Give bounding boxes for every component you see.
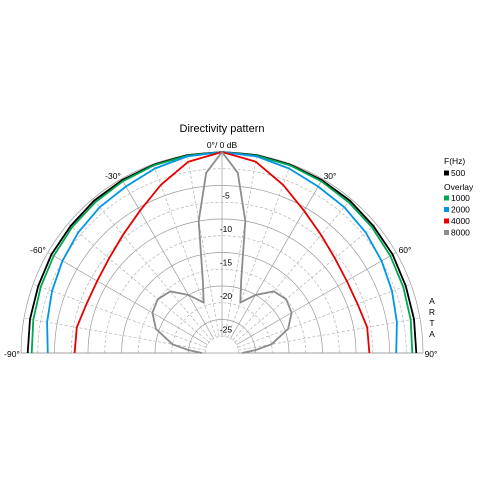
side-text-char: R bbox=[429, 307, 435, 317]
legend-swatch-500 bbox=[444, 170, 449, 176]
series-layer bbox=[26, 151, 418, 354]
r-tick-label: -20 bbox=[220, 291, 233, 301]
grid-spoke bbox=[47, 252, 208, 345]
grid-spoke bbox=[232, 198, 352, 341]
grid-spoke bbox=[227, 164, 292, 338]
legend-swatch-8000 bbox=[444, 230, 449, 235]
r-tick-label: -5 bbox=[222, 191, 230, 201]
grid-spoke bbox=[152, 164, 217, 338]
chart-title: Directivity pattern bbox=[180, 123, 265, 135]
polar-grid bbox=[20, 151, 424, 354]
angle-label: -60° bbox=[30, 245, 46, 255]
legend-swatch-4000 bbox=[444, 218, 449, 224]
r-tick-label: -25 bbox=[220, 325, 233, 335]
grid-spoke bbox=[92, 198, 212, 341]
side-text-char: T bbox=[429, 318, 434, 328]
grid-spoke bbox=[230, 178, 323, 339]
legend-header: F(Hz) bbox=[444, 156, 465, 166]
r-tick-label: -15 bbox=[220, 258, 233, 268]
grid-spoke bbox=[67, 223, 210, 343]
series-line-8000 bbox=[151, 151, 293, 354]
grid-spoke bbox=[224, 154, 258, 337]
legend-overlay-label: Overlay bbox=[444, 182, 474, 192]
angle-label: 30° bbox=[324, 171, 337, 181]
legend-swatch-1000 bbox=[444, 195, 449, 201]
grid-spoke bbox=[186, 154, 220, 337]
grid-spoke bbox=[236, 252, 397, 345]
grid-spoke bbox=[33, 283, 207, 348]
axis-labels: 0°/ 0 dB -5 -10 -15 -20 -25 -90° -60° -30° 30° 60°… bbox=[4, 140, 437, 359]
grid-spoke bbox=[234, 223, 377, 343]
legend-swatch-2000 bbox=[444, 207, 449, 212]
grid-spoke bbox=[121, 178, 214, 339]
side-text-char: A bbox=[429, 296, 435, 306]
grid-spoke bbox=[238, 317, 421, 351]
side-text-char: A bbox=[429, 329, 435, 339]
angle-label: 60° bbox=[399, 245, 412, 255]
legend-label-8000: 8000 bbox=[451, 228, 470, 238]
grid-arc bbox=[171, 302, 273, 354]
angle-label: -90° bbox=[4, 349, 20, 359]
angle-label: -30° bbox=[105, 171, 121, 181]
r-tick-label: -10 bbox=[220, 224, 233, 234]
legend-label-2000: 2000 bbox=[451, 205, 470, 215]
angle-label: 90° bbox=[425, 349, 438, 359]
legend-label-500: 500 bbox=[451, 168, 465, 178]
legend-label-1000: 1000 bbox=[451, 193, 470, 203]
legend-label-4000: 4000 bbox=[451, 216, 470, 226]
grid-arc bbox=[104, 235, 340, 354]
grid-spoke bbox=[237, 283, 411, 348]
top-label: 0°/ 0 dB bbox=[207, 140, 238, 150]
grid-spoke bbox=[23, 317, 206, 351]
